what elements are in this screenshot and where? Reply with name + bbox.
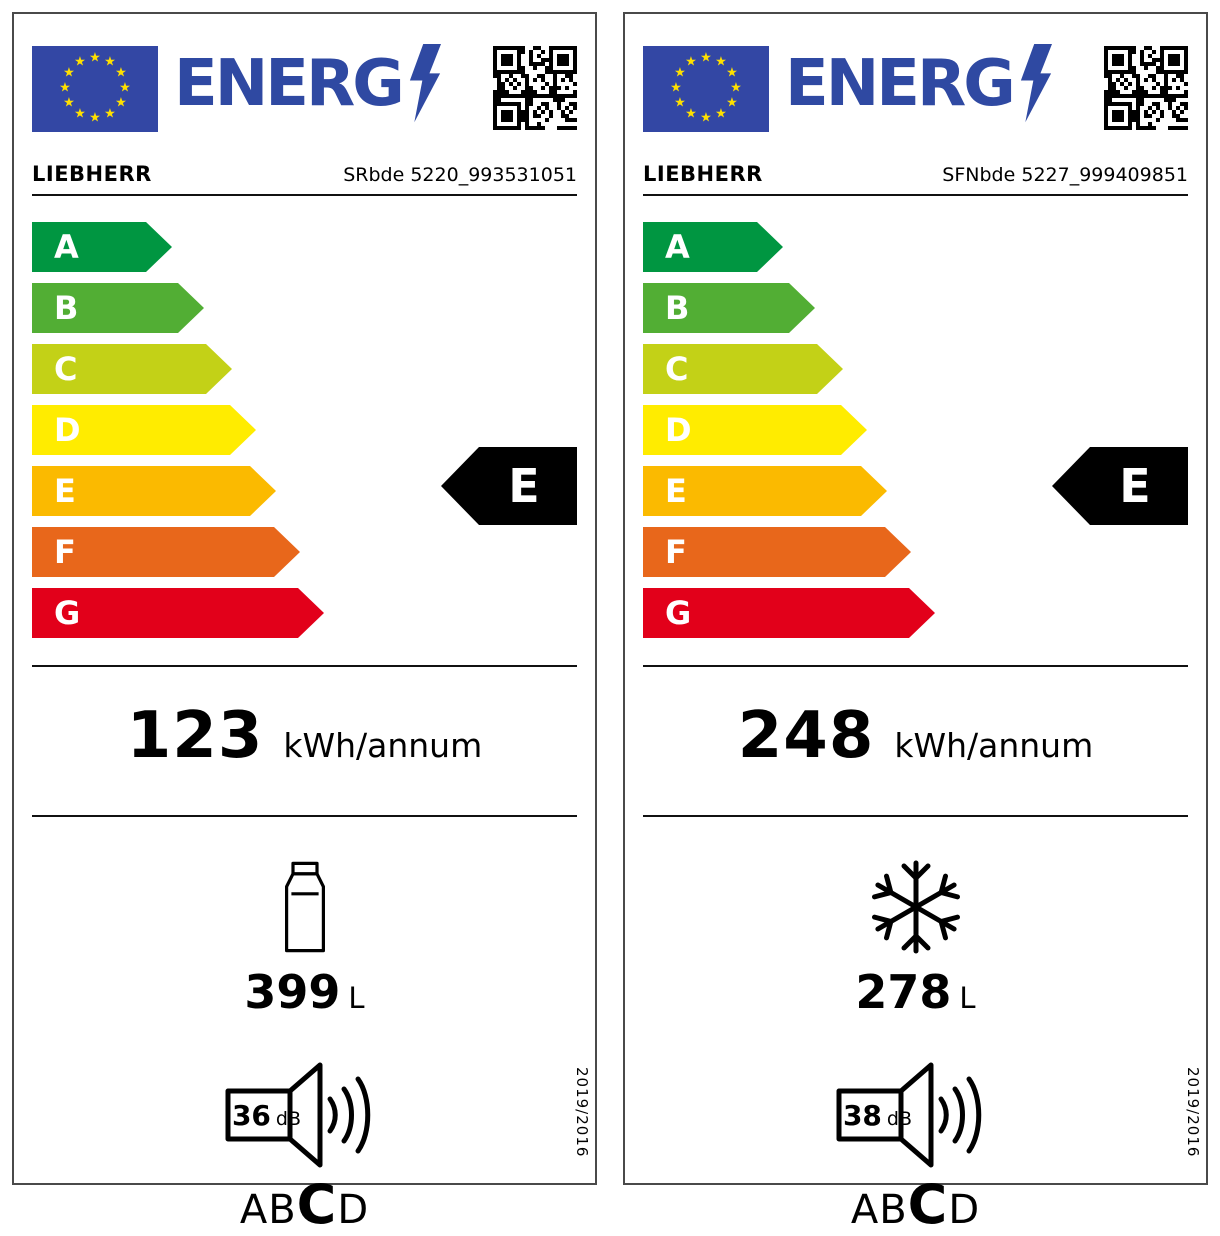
model-number: SRbde 5220_993531051 bbox=[343, 164, 577, 186]
class-arrow-g: G bbox=[643, 588, 935, 638]
class-arrow-a: A bbox=[32, 222, 172, 272]
regulation-number: 2019/2016 bbox=[573, 1066, 591, 1157]
fridge-compartment: 399 L bbox=[32, 861, 577, 1019]
class-arrow-f: F bbox=[32, 527, 300, 577]
eu-flag-icon: ★ ★ ★ ★ ★ ★ ★ ★ ★ ★ ★ ★ bbox=[643, 46, 769, 132]
divider bbox=[32, 815, 577, 817]
energy-logo: ENERG bbox=[174, 42, 446, 126]
class-letter: E bbox=[665, 472, 687, 510]
divider bbox=[643, 665, 1188, 667]
noise-unit: dB bbox=[275, 1108, 302, 1130]
speaker-icon: 38 dB bbox=[835, 1059, 997, 1171]
noise-scale-highlight: C bbox=[296, 1173, 338, 1236]
class-arrow-c: C bbox=[32, 344, 232, 394]
class-letter: E bbox=[54, 472, 76, 510]
class-letter: G bbox=[54, 594, 81, 632]
noise-level: 38 dB bbox=[839, 1099, 917, 1132]
energy-logo-text: ENERG bbox=[174, 47, 405, 121]
noise-section: 36 dB AB C D bbox=[32, 1059, 577, 1236]
noise-scale-letters: AB bbox=[239, 1187, 297, 1233]
noise-section: 38 dB AB C D bbox=[643, 1059, 1188, 1236]
speaker-icon: 36 dB bbox=[224, 1059, 386, 1171]
class-letter: D bbox=[54, 411, 81, 449]
noise-value: 38 bbox=[842, 1099, 882, 1132]
brand-name: LIEBHERR bbox=[32, 162, 152, 186]
lightning-bolt-icon bbox=[409, 44, 441, 123]
energy-logo: ENERG bbox=[785, 42, 1057, 126]
brand-row: LIEBHERR SFNbde 5227_999409851 bbox=[643, 162, 1188, 186]
energy-unit: kWh/annum bbox=[283, 726, 483, 765]
class-letter: D bbox=[665, 411, 692, 449]
noise-level: 36 dB bbox=[228, 1099, 306, 1132]
class-arrow-e: E bbox=[32, 466, 276, 516]
freezer-compartment: 278 L bbox=[643, 860, 1188, 1019]
class-letter: C bbox=[54, 350, 78, 388]
label-header: ★ ★ ★ ★ ★ ★ ★ ★ ★ ★ ★ ★ ENERG bbox=[32, 34, 577, 134]
noise-class-scale: AB C D bbox=[851, 1173, 980, 1236]
brand-name: LIEBHERR bbox=[643, 162, 763, 186]
class-arrow-b: B bbox=[643, 283, 815, 333]
noise-value: 36 bbox=[231, 1099, 271, 1132]
class-arrow-g: G bbox=[32, 588, 324, 638]
energy-label-freezer: ★ ★ ★ ★ ★ ★ ★ ★ ★ ★ ★ ★ ENERG LIEBHERR SFNbde … bbox=[623, 12, 1208, 1236]
rating-arrow: E bbox=[1052, 447, 1188, 525]
energy-class-scale: A B C D E F G E bbox=[643, 222, 1188, 638]
volume-row: 399 L bbox=[244, 965, 364, 1019]
rating-letter: E bbox=[508, 459, 540, 513]
noise-unit: dB bbox=[886, 1108, 913, 1130]
class-arrow-f: F bbox=[643, 527, 911, 577]
class-arrow-a: A bbox=[643, 222, 783, 272]
energy-label-fridge: ★ ★ ★ ★ ★ ★ ★ ★ ★ ★ ★ ★ ENERG LIEBHERR SRbde 5… bbox=[12, 12, 597, 1236]
label-header: ★ ★ ★ ★ ★ ★ ★ ★ ★ ★ ★ ★ ENERG bbox=[643, 34, 1188, 134]
noise-scale-letters: AB bbox=[850, 1187, 908, 1233]
energy-value: 123 bbox=[126, 699, 264, 773]
class-letter: F bbox=[54, 533, 76, 571]
rating-letter: E bbox=[1119, 459, 1151, 513]
energy-consumption: 248 kWh/annum bbox=[643, 667, 1188, 807]
energy-class-scale: A B C D E F G E bbox=[32, 222, 577, 638]
rating-arrow: E bbox=[441, 447, 577, 525]
class-letter: F bbox=[665, 533, 687, 571]
qr-code bbox=[1104, 46, 1188, 130]
class-arrow-d: D bbox=[643, 405, 867, 455]
noise-scale-letters: D bbox=[948, 1187, 981, 1233]
volume-unit: L bbox=[348, 981, 365, 1015]
divider bbox=[32, 665, 577, 667]
eu-flag-icon: ★ ★ ★ ★ ★ ★ ★ ★ ★ ★ ★ ★ bbox=[32, 46, 158, 132]
class-arrow-c: C bbox=[643, 344, 843, 394]
divider bbox=[32, 194, 577, 196]
class-letter: G bbox=[665, 594, 692, 632]
class-letter: B bbox=[54, 289, 79, 327]
noise-class-scale: AB C D bbox=[240, 1173, 369, 1236]
noise-scale-highlight: C bbox=[907, 1173, 949, 1236]
energy-unit: kWh/annum bbox=[894, 726, 1094, 765]
volume-value: 399 bbox=[244, 965, 341, 1019]
regulation-number: 2019/2016 bbox=[1184, 1066, 1202, 1157]
class-letter: A bbox=[54, 228, 79, 266]
energy-consumption: 123 kWh/annum bbox=[32, 667, 577, 807]
class-arrow-e: E bbox=[643, 466, 887, 516]
class-letter: A bbox=[665, 228, 690, 266]
brand-row: LIEBHERR SRbde 5220_993531051 bbox=[32, 162, 577, 186]
page: ★ ★ ★ ★ ★ ★ ★ ★ ★ ★ ★ ★ ENERG LIEBHERR SRbde 5… bbox=[12, 12, 1208, 1236]
qr-code bbox=[493, 46, 577, 130]
model-number: SFNbde 5227_999409851 bbox=[942, 164, 1188, 186]
class-letter: C bbox=[665, 350, 689, 388]
volume-unit: L bbox=[959, 981, 976, 1015]
lightning-bolt-icon bbox=[1020, 44, 1052, 123]
divider bbox=[643, 815, 1188, 817]
divider bbox=[643, 194, 1188, 196]
energy-logo-text: ENERG bbox=[785, 47, 1016, 121]
class-arrow-b: B bbox=[32, 283, 204, 333]
class-arrow-d: D bbox=[32, 405, 256, 455]
fridge-bottle-icon bbox=[273, 861, 337, 957]
snowflake-icon bbox=[866, 860, 966, 957]
noise-scale-letters: D bbox=[337, 1187, 370, 1233]
volume-value: 278 bbox=[855, 965, 952, 1019]
class-letter: B bbox=[665, 289, 690, 327]
energy-value: 248 bbox=[737, 699, 875, 773]
volume-row: 278 L bbox=[855, 965, 975, 1019]
